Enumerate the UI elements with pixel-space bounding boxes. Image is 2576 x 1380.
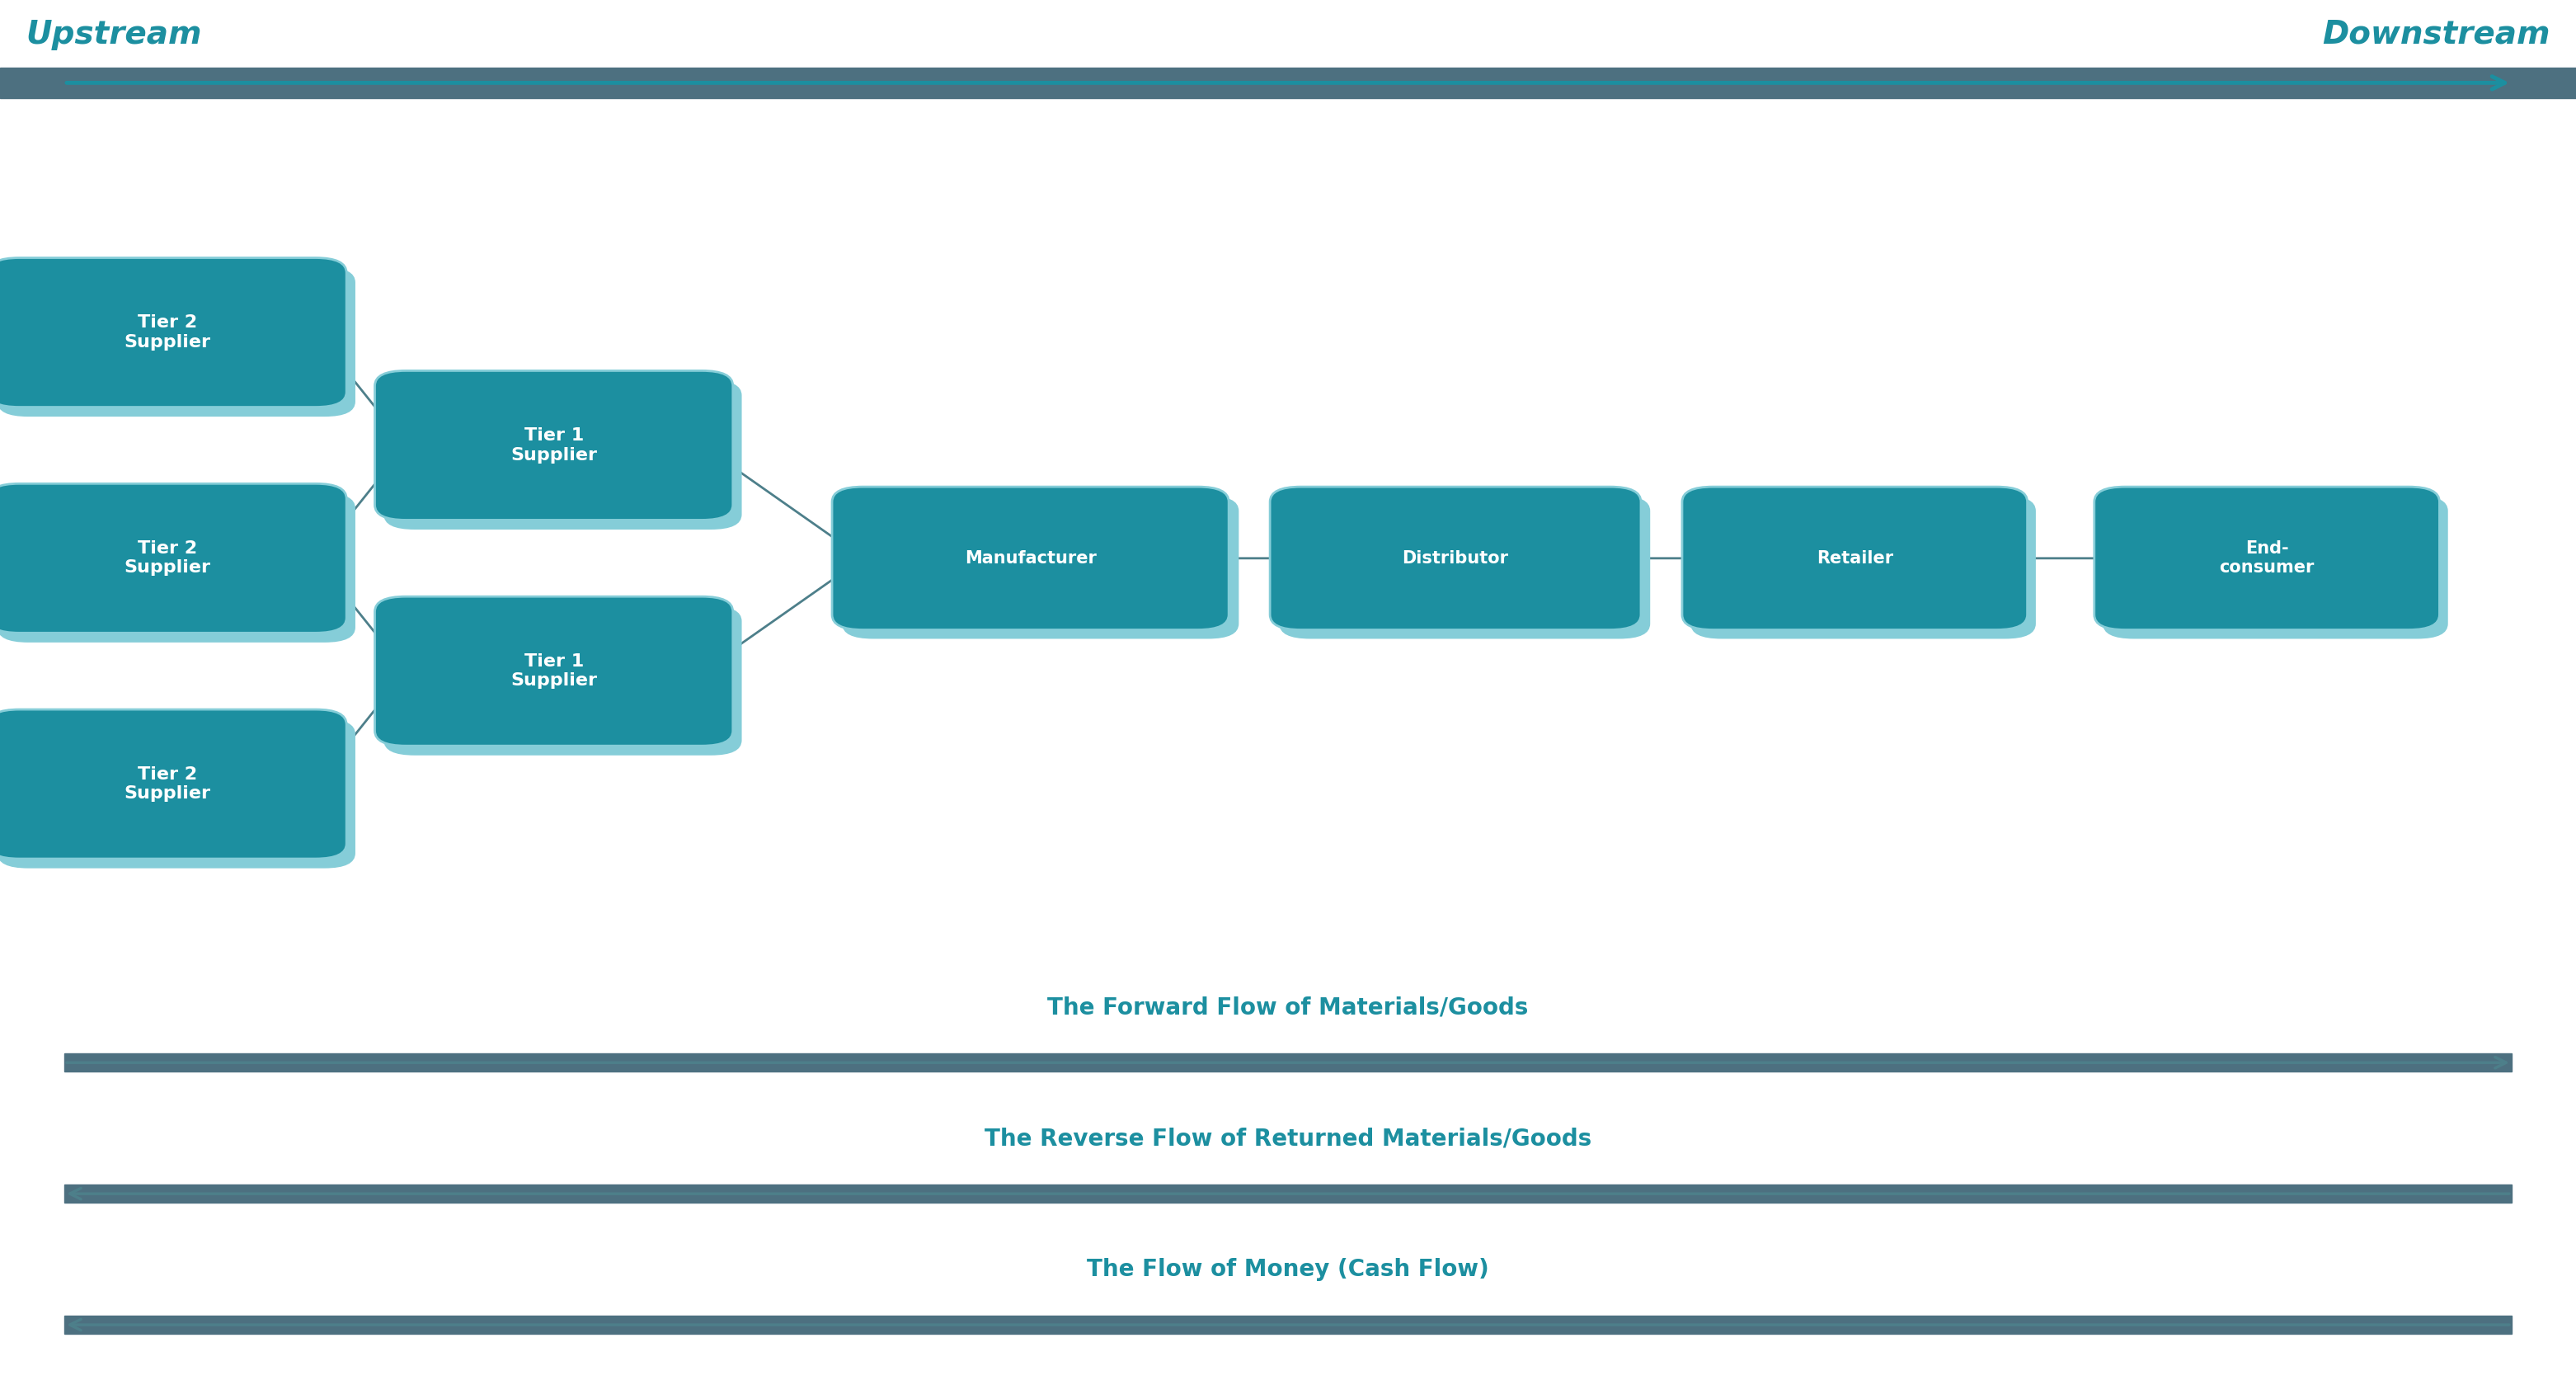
FancyBboxPatch shape [1270,487,1641,629]
FancyBboxPatch shape [1682,487,2027,629]
Text: Tier 2
Supplier: Tier 2 Supplier [124,766,211,802]
FancyBboxPatch shape [376,371,732,520]
Bar [64,1054,2512,1071]
FancyBboxPatch shape [0,268,355,417]
FancyBboxPatch shape [384,606,742,755]
FancyBboxPatch shape [0,493,355,643]
Text: Tier 1
Supplier: Tier 1 Supplier [510,428,598,464]
Bar [64,1184,2512,1202]
Text: Manufacturer: Manufacturer [963,551,1097,567]
Text: End-
consumer: End- consumer [2221,541,2313,575]
FancyBboxPatch shape [0,709,345,858]
FancyBboxPatch shape [384,381,742,530]
FancyBboxPatch shape [1280,495,1651,639]
FancyBboxPatch shape [832,487,1229,629]
FancyBboxPatch shape [842,495,1239,639]
Text: Tier 1
Supplier: Tier 1 Supplier [510,653,598,689]
FancyBboxPatch shape [0,483,345,633]
FancyBboxPatch shape [2102,495,2447,639]
Bar [64,1317,2512,1333]
FancyBboxPatch shape [376,596,732,745]
Text: Tier 2
Supplier: Tier 2 Supplier [124,541,211,575]
Text: Downstream: Downstream [2321,19,2550,50]
Text: Tier 2
Supplier: Tier 2 Supplier [124,315,211,351]
Bar [0,68,2576,98]
Text: Upstream: Upstream [26,19,201,50]
Text: The Forward Flow of Materials/Goods: The Forward Flow of Materials/Goods [1048,996,1528,1018]
FancyBboxPatch shape [0,719,355,868]
Text: Distributor: Distributor [1401,551,1510,567]
FancyBboxPatch shape [2094,487,2439,629]
Text: Retailer: Retailer [1816,551,1893,567]
FancyBboxPatch shape [1690,495,2035,639]
Text: The Flow of Money (Cash Flow): The Flow of Money (Cash Flow) [1087,1259,1489,1281]
Text: The Reverse Flow of Returned Materials/Goods: The Reverse Flow of Returned Materials/G… [984,1127,1592,1150]
FancyBboxPatch shape [0,258,345,407]
